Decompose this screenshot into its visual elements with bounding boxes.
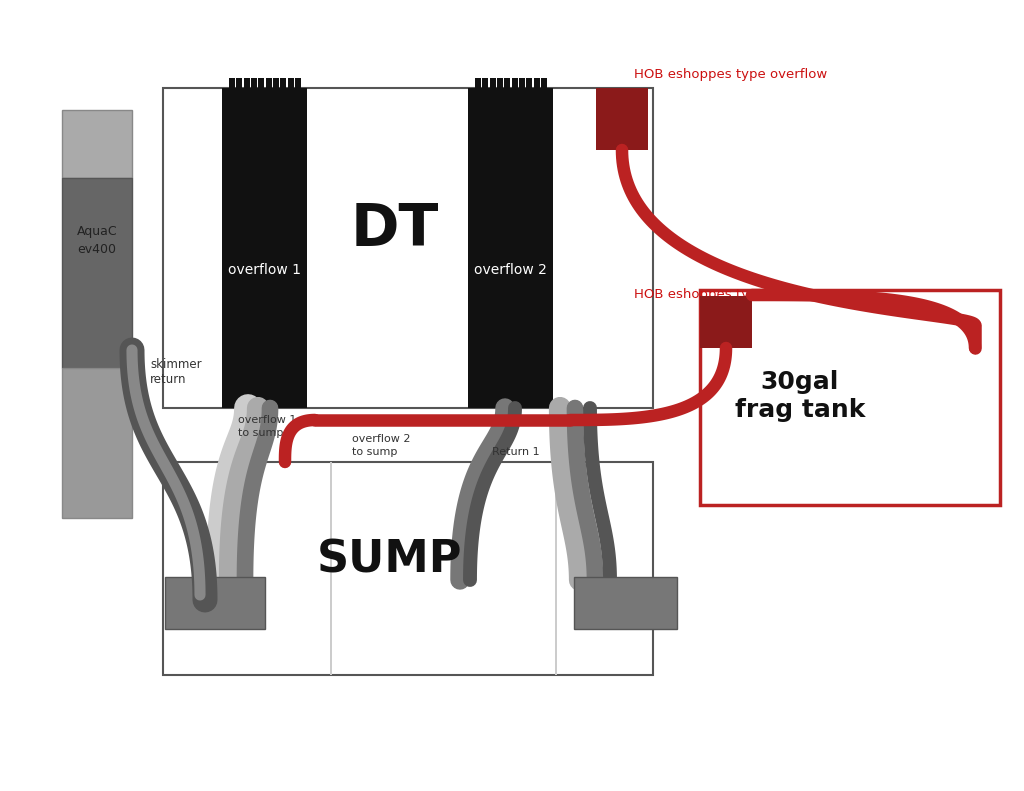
- Bar: [229, 78, 234, 92]
- Text: HOB eshoppes type overflow: HOB eshoppes type overflow: [634, 68, 827, 81]
- Bar: [574, 577, 677, 629]
- Text: SUMP: SUMP: [317, 539, 463, 581]
- Bar: [163, 462, 653, 675]
- Text: overflow 1: overflow 1: [227, 263, 300, 277]
- Text: frag tank: frag tank: [735, 398, 865, 422]
- Bar: [273, 78, 279, 92]
- Bar: [596, 88, 648, 150]
- Bar: [534, 78, 540, 92]
- Bar: [700, 290, 1000, 505]
- Bar: [251, 78, 257, 92]
- Text: AquaC: AquaC: [77, 225, 118, 238]
- Bar: [281, 78, 287, 92]
- Text: to sump: to sump: [352, 447, 397, 457]
- Text: 30gal: 30gal: [761, 370, 840, 394]
- Text: Return 1: Return 1: [492, 447, 540, 457]
- Bar: [288, 78, 294, 92]
- Bar: [258, 78, 264, 92]
- Bar: [62, 368, 132, 518]
- Text: overflow 2: overflow 2: [473, 263, 547, 277]
- Bar: [222, 88, 307, 408]
- Bar: [295, 78, 301, 92]
- Text: 2x MAG 7: 2x MAG 7: [578, 581, 635, 594]
- Bar: [505, 78, 510, 92]
- Text: return: return: [150, 373, 186, 386]
- Text: DT: DT: [351, 202, 439, 259]
- Bar: [497, 78, 503, 92]
- Bar: [489, 78, 496, 92]
- Bar: [62, 178, 132, 368]
- Bar: [163, 88, 653, 408]
- Text: ev400: ev400: [78, 243, 117, 256]
- Bar: [541, 78, 547, 92]
- Text: return pumps: return pumps: [578, 596, 658, 609]
- Text: return 2: return 2: [560, 415, 605, 425]
- Bar: [62, 110, 132, 178]
- Bar: [244, 78, 250, 92]
- Text: to sump: to sump: [238, 428, 284, 438]
- Text: overflow 2: overflow 2: [352, 434, 411, 444]
- Bar: [265, 78, 271, 92]
- Bar: [330, 462, 332, 675]
- Bar: [700, 296, 752, 348]
- Text: overflow 1: overflow 1: [238, 415, 296, 425]
- Bar: [555, 462, 557, 675]
- Bar: [165, 577, 265, 629]
- Text: skimmer: skimmer: [150, 358, 202, 371]
- Bar: [526, 78, 532, 92]
- Bar: [482, 78, 488, 92]
- Text: MAG25: MAG25: [170, 581, 212, 594]
- Bar: [468, 88, 553, 408]
- Bar: [237, 78, 243, 92]
- Text: HOB eshoppes type overflow: HOB eshoppes type overflow: [634, 288, 827, 301]
- Bar: [512, 78, 518, 92]
- Text: to skimmer: to skimmer: [170, 596, 238, 609]
- Bar: [475, 78, 481, 92]
- Bar: [519, 78, 525, 92]
